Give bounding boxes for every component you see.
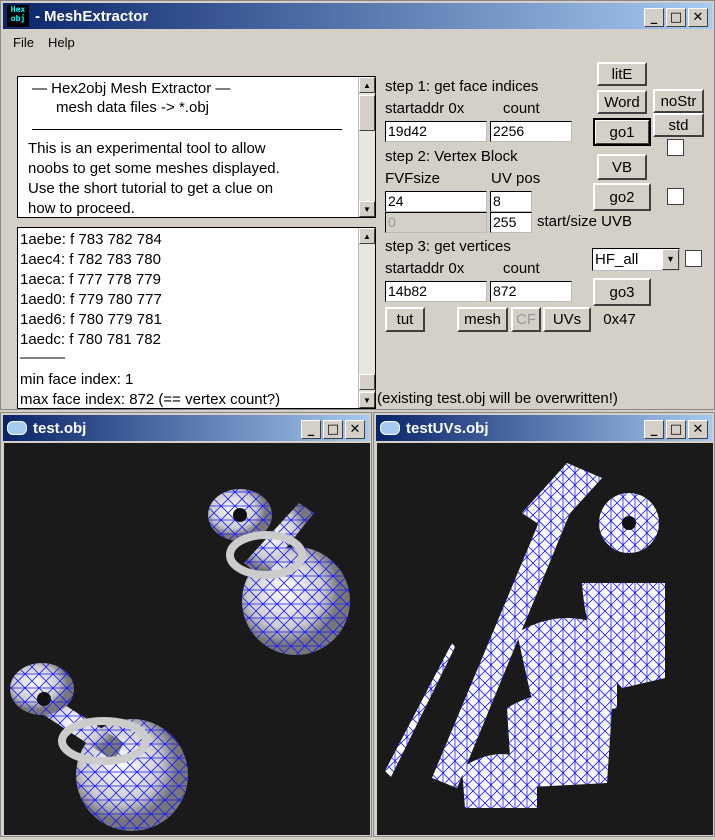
preset-combo-value: HF_all: [595, 251, 639, 268]
window-icon: [7, 421, 27, 435]
step2-uv-label: UV pos: [491, 169, 541, 189]
test-obj-title: test.obj: [33, 419, 87, 437]
info-body-3: Use the short tutorial to get a clue on: [28, 180, 274, 197]
cf-button[interactable]: CF: [511, 307, 541, 332]
uvs-button[interactable]: UVs: [543, 307, 591, 332]
minimize-button[interactable]: _: [644, 8, 664, 27]
status-text: (existing test.obj will be overwritten!): [377, 389, 677, 409]
log-panel: 1aebe: f 783 782 784 1aec4: f 782 783 78…: [17, 227, 376, 409]
log-line: 1aed0: f 779 780 777: [20, 291, 162, 308]
mesh-object-2: [10, 663, 188, 831]
vb-button[interactable]: VB: [597, 154, 647, 180]
close-button[interactable]: ✕: [345, 420, 365, 439]
maximize-button[interactable]: □: [666, 420, 686, 439]
step2-title: step 2: Vertex Block: [385, 147, 587, 167]
test-obj-viewport[interactable]: [4, 443, 370, 835]
fvf-size-input[interactable]: 24: [385, 191, 487, 212]
std-button[interactable]: std: [653, 113, 704, 137]
test-uvs-title: testUVs.obj: [406, 419, 489, 437]
step1-count-label: count: [503, 99, 540, 119]
log-max: max face index: 872 (== vertex count?): [20, 391, 281, 408]
app-icon: Hex obj: [7, 5, 29, 27]
log-line: 1aec4: f 782 783 780: [20, 251, 161, 268]
tut-button[interactable]: tut: [385, 307, 425, 332]
step1-addr-input[interactable]: 19d42: [385, 121, 487, 142]
main-window: Hex obj - MeshExtractor _ □ ✕ File Help —…: [0, 0, 715, 410]
uvb-start-input[interactable]: 0: [385, 212, 487, 233]
maximize-button[interactable]: □: [666, 8, 686, 27]
go2-button[interactable]: go2: [593, 183, 651, 211]
close-button[interactable]: ✕: [688, 8, 708, 27]
window-icon: [380, 421, 400, 435]
uv-render: [385, 463, 665, 808]
log-line: 1aeca: f 777 778 779: [20, 271, 161, 288]
go1-button[interactable]: go1: [593, 118, 651, 146]
go3-button[interactable]: go3: [593, 278, 651, 306]
info-scrollbar[interactable]: ▲ ▼: [358, 77, 375, 217]
step3-addr-input[interactable]: 14b82: [385, 281, 487, 302]
go1-checkbox[interactable]: [667, 139, 684, 156]
log-line: 1aed6: f 780 779 781: [20, 311, 162, 328]
menu-help[interactable]: Help: [47, 34, 75, 50]
step2-fvf-label: FVFsize: [385, 169, 587, 189]
info-divider: [32, 129, 342, 130]
info-body-1: This is an experimental tool to allow: [28, 140, 266, 157]
lite-button[interactable]: litE: [597, 62, 647, 86]
uvb-size-input[interactable]: 255: [490, 212, 532, 233]
go3-checkbox[interactable]: [685, 250, 702, 267]
test-obj-window: test.obj _ □ ✕: [0, 412, 372, 837]
mesh-button[interactable]: mesh: [457, 307, 508, 332]
log-line: 1aebe: f 783 782 784: [20, 231, 162, 248]
uv-pos-input[interactable]: 8: [490, 191, 532, 212]
log-separator: ———: [20, 349, 65, 366]
uv-viewport[interactable]: [377, 443, 713, 835]
close-button[interactable]: ✕: [688, 420, 708, 439]
mesh-render: [10, 489, 350, 831]
log-scrollbar[interactable]: ▲ ▼: [358, 228, 375, 408]
hex-readout: 0x47: [598, 310, 641, 330]
info-body-2: noobs to get some meshes displayed.: [28, 160, 280, 177]
test-uvs-titlebar: testUVs.obj _ □ ✕: [376, 415, 712, 441]
info-line2: mesh data files -> *.obj: [56, 99, 209, 116]
step3-title: step 3: get vertices: [385, 237, 587, 257]
step3-addr-label: startaddr 0x: [385, 259, 587, 279]
combo-arrow-icon[interactable]: ▼: [662, 249, 679, 270]
mesh-object-1: [208, 489, 350, 655]
log-line: 1aedc: f 780 781 782: [20, 331, 161, 348]
word-button[interactable]: Word: [597, 90, 647, 114]
step1-count-input[interactable]: 2256: [490, 121, 572, 142]
nostr-button[interactable]: noStr: [653, 89, 704, 113]
log-min: min face index: 1: [20, 371, 134, 388]
test-uvs-window: testUVs.obj _ □ ✕: [373, 412, 715, 837]
test-obj-titlebar: test.obj _ □ ✕: [3, 415, 369, 441]
uvb-label: start/size UVB: [537, 212, 633, 232]
maximize-button[interactable]: □: [323, 420, 343, 439]
info-line1: — Hex2obj Mesh Extractor —: [32, 80, 231, 97]
menubar: File Help: [3, 31, 712, 53]
info-body-4: how to proceed.: [28, 200, 135, 217]
minimize-button[interactable]: _: [644, 420, 664, 439]
step1-addr-label: startaddr 0x: [385, 99, 587, 119]
main-title: MeshExtractor: [44, 7, 149, 25]
info-panel: — Hex2obj Mesh Extractor — mesh data fil…: [17, 76, 376, 218]
step3-count-input[interactable]: 872: [490, 281, 572, 302]
step3-count-label: count: [503, 259, 540, 279]
main-titlebar: Hex obj - MeshExtractor _ □ ✕: [3, 3, 712, 29]
uv-islands: [385, 463, 665, 808]
step1-title: step 1: get face indices: [385, 77, 587, 97]
menu-file[interactable]: File: [13, 34, 34, 50]
go2-checkbox[interactable]: [667, 188, 684, 205]
minimize-button[interactable]: _: [301, 420, 321, 439]
preset-combo[interactable]: HF_all ▼: [592, 248, 680, 271]
